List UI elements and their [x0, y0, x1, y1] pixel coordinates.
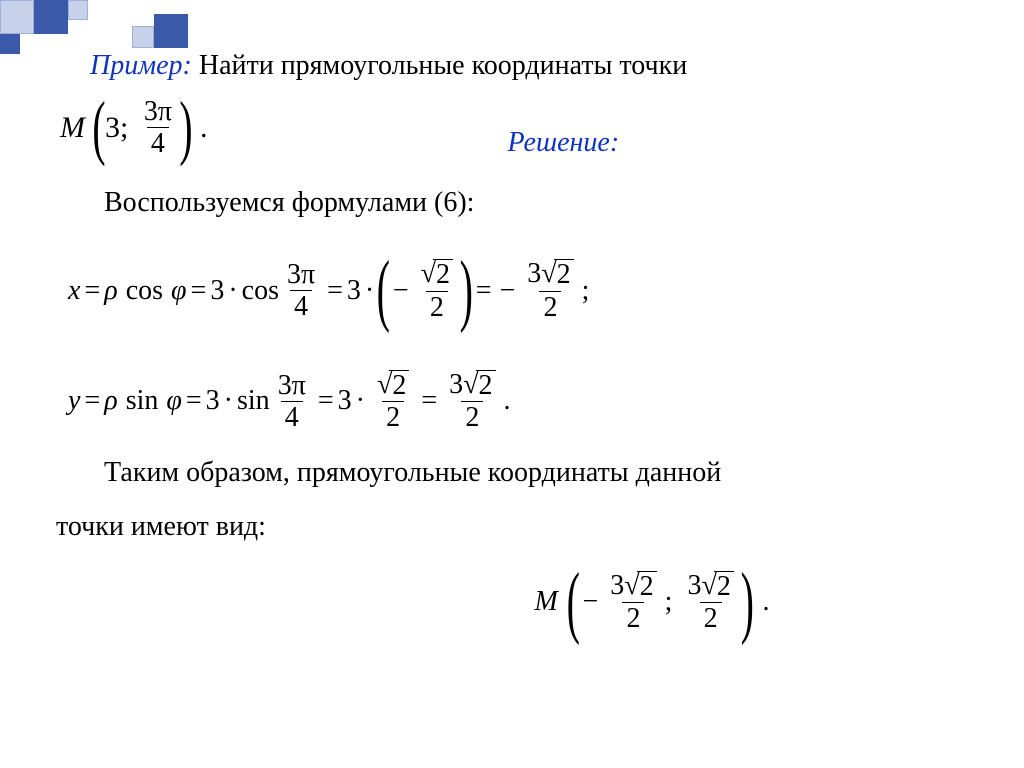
example-label: Пример:: [90, 50, 192, 81]
sin2: sin: [237, 385, 270, 417]
y-resden: 2: [461, 401, 483, 432]
fy-rad: 2: [714, 571, 734, 601]
coef3b: 3: [347, 275, 361, 307]
x-lhs: x: [68, 275, 80, 307]
point-r: 3: [105, 111, 120, 145]
fy-coef: 3: [687, 570, 701, 601]
y-lhs: y: [68, 385, 80, 417]
sin1: sin: [126, 385, 159, 417]
rho2: ρ: [104, 385, 117, 417]
final-point: M ( − 3√2 2 ; 3√2 2 ) .: [310, 557, 994, 648]
cos1: cos: [126, 275, 163, 307]
use-formulas: Воспользуемся формулами (6):: [104, 187, 994, 219]
y-sqrt2a: 2: [389, 370, 409, 400]
phi2: φ: [166, 385, 182, 417]
task-line: Пример: Найти прямоугольные координаты т…: [90, 50, 994, 82]
coef3c: 3: [206, 385, 220, 417]
x-resden: 2: [539, 291, 561, 322]
task-text: Найти прямоугольные координаты точки: [192, 50, 687, 81]
cos2: cos: [242, 275, 279, 307]
y-rescoef: 3: [449, 369, 463, 400]
fy-den: 2: [700, 602, 722, 633]
final-name: M: [535, 586, 558, 618]
y-argden: 4: [281, 401, 303, 432]
conclusion-2: точки имеют вид:: [56, 511, 994, 543]
x-rescoef: 3: [527, 258, 541, 289]
x-sqrt2a: 2: [433, 259, 453, 289]
point-name: M: [60, 111, 85, 145]
equation-x: x = ρ cos φ = 3 · cos 3π 4 = 3 · ( − √2 …: [68, 245, 994, 336]
fx-rad: 2: [637, 571, 657, 601]
point-row: M ( 3 ; 3π 4 ) . Решение:: [60, 86, 994, 169]
solution-label: Решение:: [507, 127, 619, 159]
y-resrad: 2: [476, 370, 496, 400]
coef3a: 3: [210, 275, 224, 307]
point-angle-den: 4: [147, 127, 169, 158]
y-valden: 2: [382, 401, 404, 432]
point-angle-num: 3π: [144, 96, 172, 127]
x-argden: 4: [290, 290, 312, 321]
equation-y: y = ρ sin φ = 3 · sin 3π 4 = 3 · √2 2 = …: [68, 370, 994, 433]
rho: ρ: [104, 275, 117, 307]
conclusion-1: Таким образом, прямоугольные координаты …: [104, 457, 994, 489]
phi: φ: [171, 275, 187, 307]
fx-coef: 3: [610, 570, 624, 601]
coef3d: 3: [338, 385, 352, 417]
x-resrad: 2: [554, 259, 574, 289]
slide-content: Пример: Найти прямоугольные координаты т…: [50, 50, 994, 648]
x-valden: 2: [426, 291, 448, 322]
fx-den: 2: [622, 602, 644, 633]
